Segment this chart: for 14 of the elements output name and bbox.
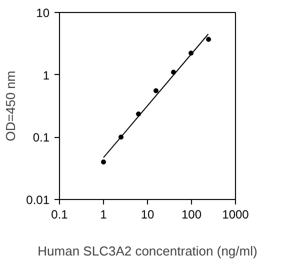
x-tick-label: 1 (100, 208, 108, 222)
point (206, 36, 212, 42)
y-tick-label: 1 (42, 68, 50, 82)
y-tick-label: 0.1 (32, 130, 50, 145)
x-tick-label: 0.1 (51, 208, 68, 222)
point (101, 159, 106, 164)
x-axis-title: Human SLC3A2 concentration (ng/ml) (38, 244, 258, 258)
y-axis-title: OD=450 nm (3, 70, 18, 142)
y-tick-label: 0.01 (26, 193, 50, 207)
point (153, 88, 158, 94)
x-tick-label: 100 (181, 208, 202, 222)
x-tick-label: 10 (140, 208, 154, 222)
y-tick-label: 10 (36, 6, 50, 20)
x-tick-label: 1000 (222, 208, 250, 222)
